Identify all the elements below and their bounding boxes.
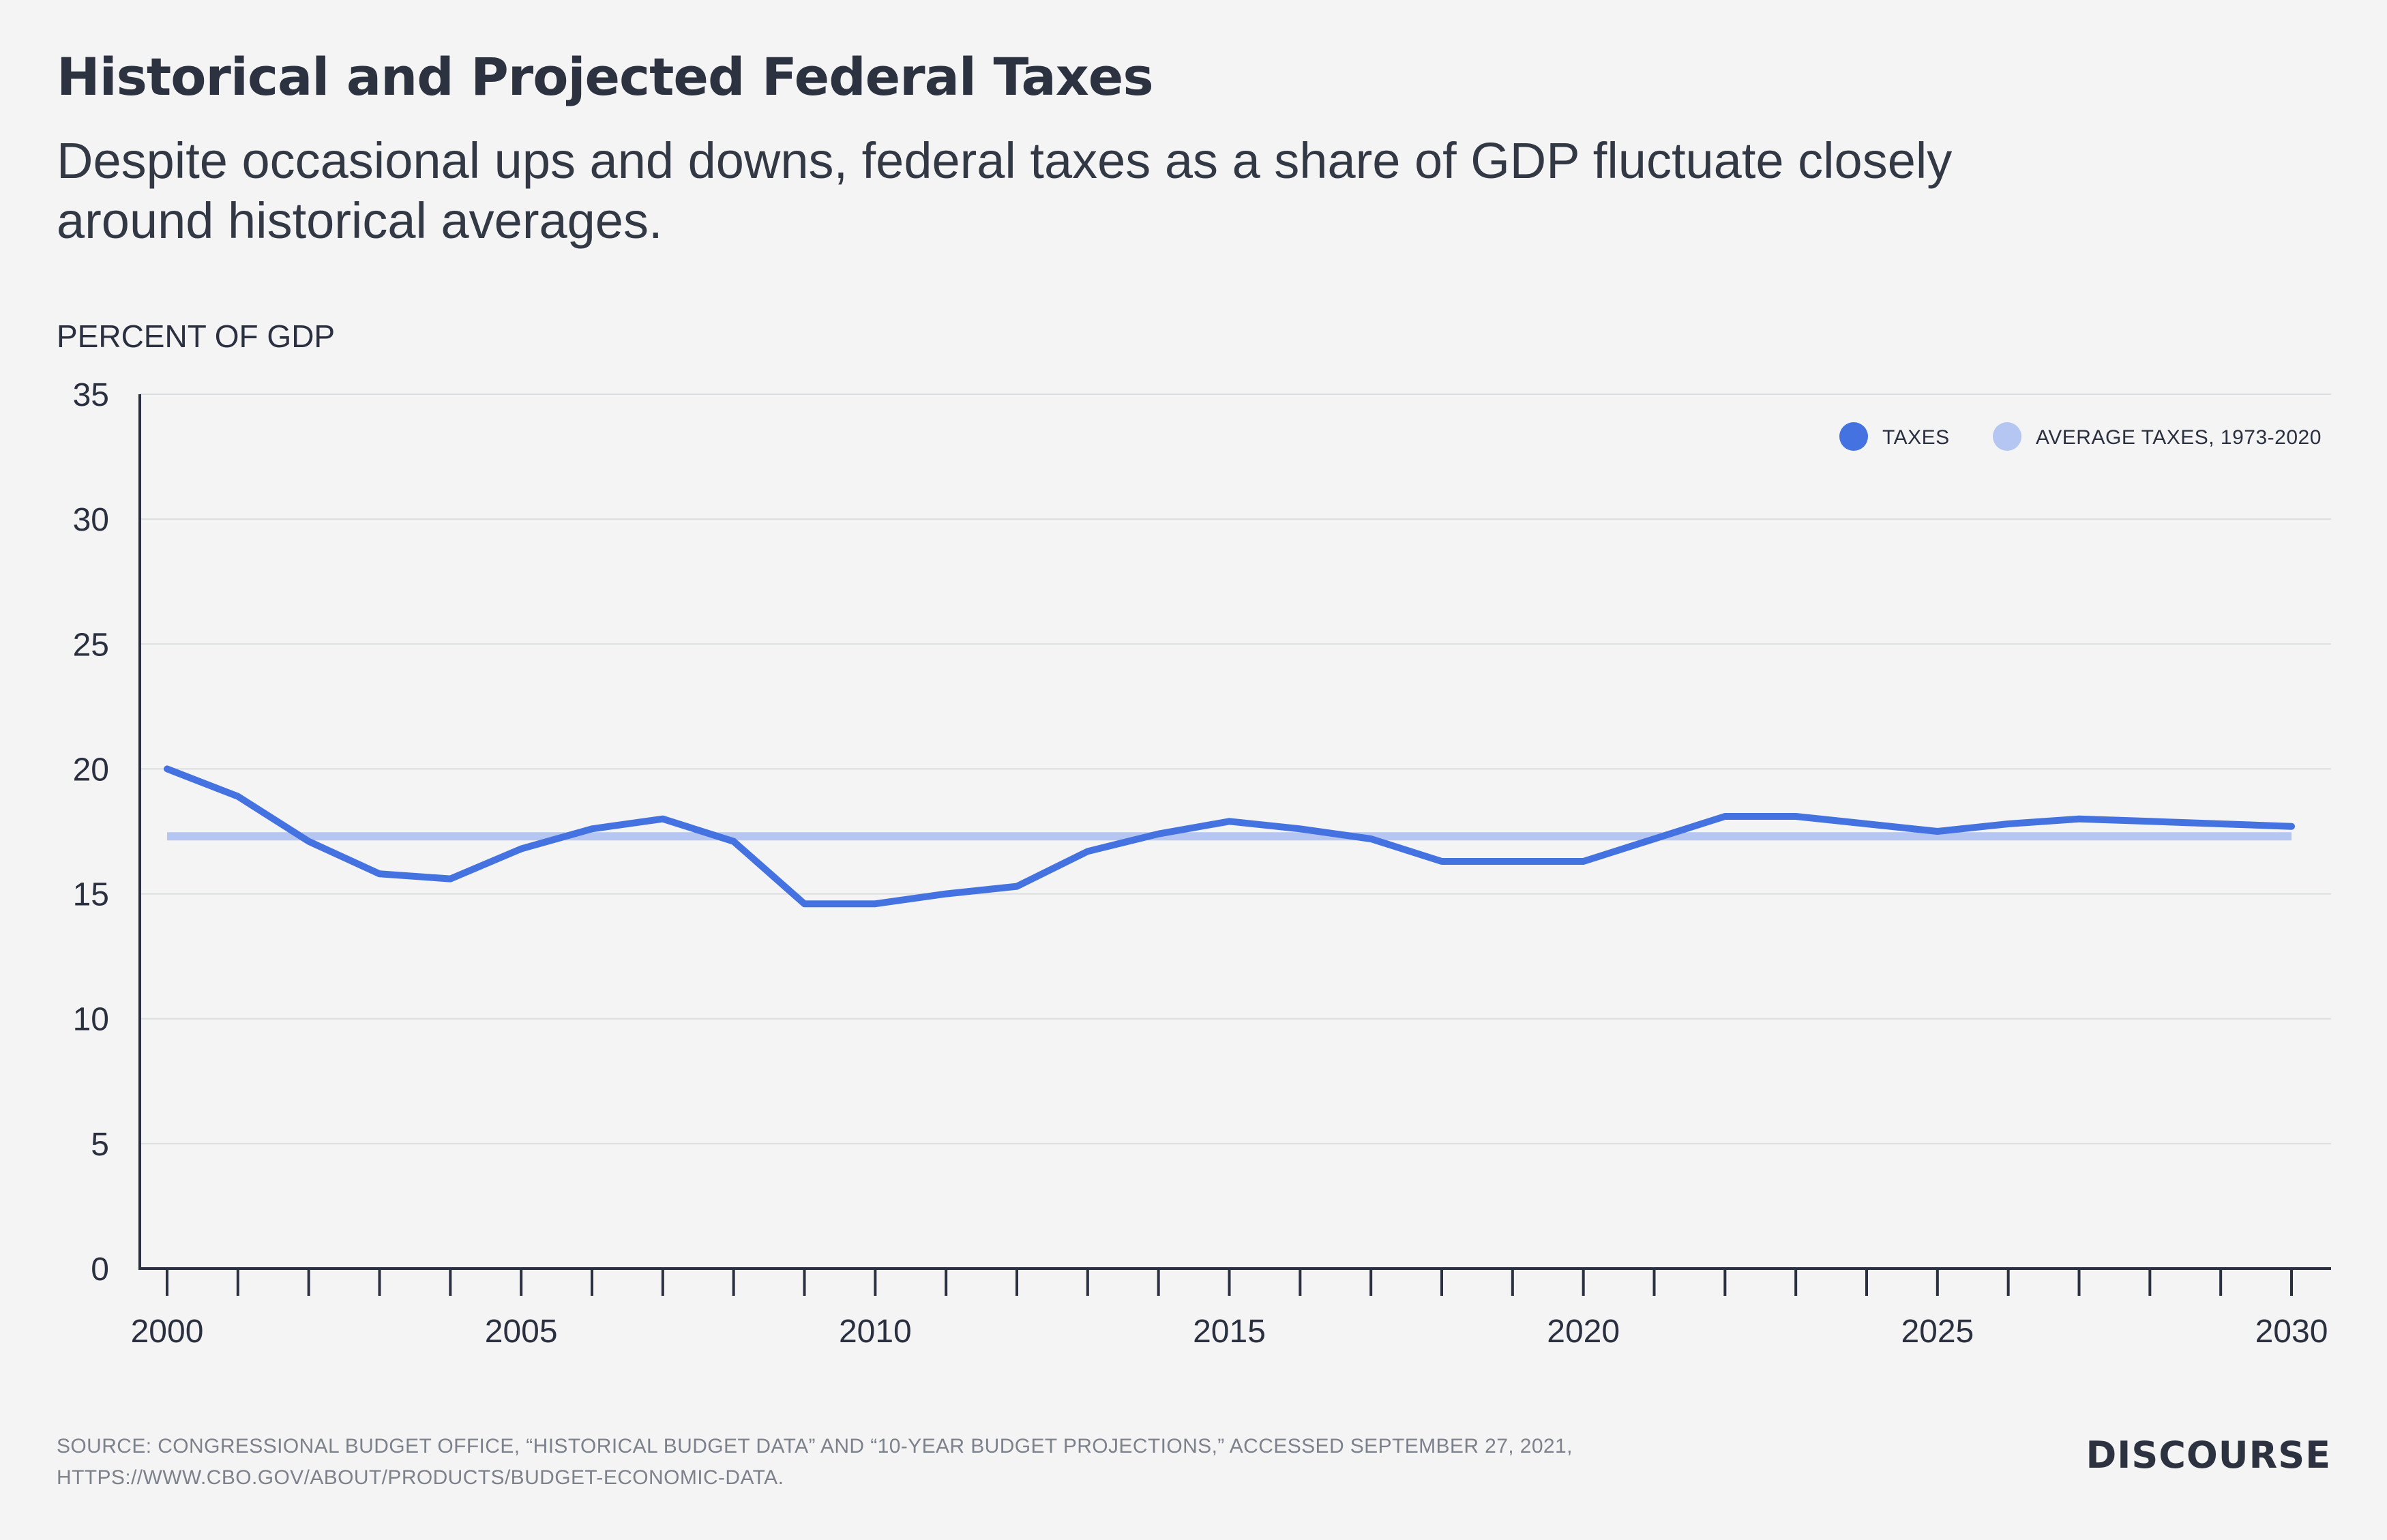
y-tick-label: 25 — [73, 627, 109, 663]
y-tick-label: 30 — [73, 502, 109, 538]
taxes-line — [164, 765, 2295, 908]
series-lines — [164, 765, 2295, 908]
legend-label: TAXES — [1882, 426, 1950, 449]
x-tick-label: 2015 — [1193, 1314, 1266, 1350]
x-tick-labels: 2000 2005 2010 2015 2020 2025 2030 — [131, 1314, 2328, 1350]
y-tick-label: 5 — [91, 1127, 109, 1163]
brand-logo: DISCOURSE — [2086, 1434, 2331, 1477]
source-line-2: HTTPS://WWW.CBO.GOV/ABOUT/PRODUCTS/BUDGE… — [57, 1466, 784, 1489]
chart-subtitle: Despite occasional ups and downs, federa… — [57, 132, 1953, 249]
legend-label: AVERAGE TAXES, 1973-2020 — [2036, 426, 2322, 449]
grid-lines — [140, 394, 2331, 1144]
x-tick-label: 2005 — [485, 1314, 558, 1350]
y-axis-label: PERCENT OF GDP — [57, 319, 335, 354]
source-line-1: SOURCE: CONGRESSIONAL BUDGET OFFICE, “HI… — [57, 1435, 1573, 1457]
y-tick-labels: 0 5 10 15 20 25 30 35 — [73, 377, 109, 1288]
legend-item-taxes: TAXES — [1839, 422, 1950, 451]
y-tick-label: 0 — [91, 1252, 109, 1288]
x-tick-label: 2020 — [1547, 1314, 1620, 1350]
x-tick-label: 2000 — [131, 1314, 204, 1350]
chart-title: Historical and Projected Federal Taxes — [57, 46, 1154, 107]
legend: TAXES AVERAGE TAXES, 1973-2020 — [1839, 422, 2322, 451]
y-tick-label: 15 — [73, 877, 109, 913]
y-tick-label: 20 — [73, 752, 109, 788]
y-tick-label: 35 — [73, 377, 109, 413]
legend-marker-taxes — [1839, 422, 1868, 451]
source-note: SOURCE: CONGRESSIONAL BUDGET OFFICE, “HI… — [57, 1431, 1898, 1494]
x-tick-marks — [166, 1269, 2293, 1296]
x-tick-label: 2010 — [839, 1314, 912, 1350]
x-tick-label: 2030 — [2255, 1314, 2328, 1350]
x-tick-label: 2025 — [1901, 1314, 1974, 1350]
legend-marker-average — [1993, 422, 2021, 451]
y-tick-label: 10 — [73, 1002, 109, 1038]
legend-item-average: AVERAGE TAXES, 1973-2020 — [1993, 422, 2322, 451]
